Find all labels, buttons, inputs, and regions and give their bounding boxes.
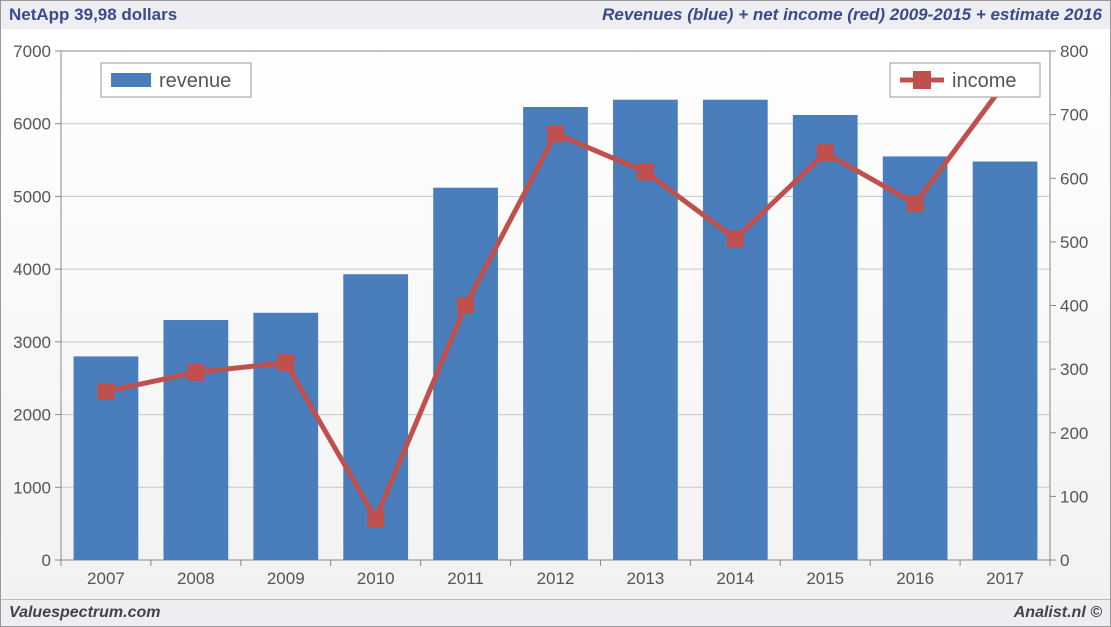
y-right-label: 800 [1060,42,1088,61]
x-category-label: 2017 [986,569,1024,588]
income-marker [368,511,384,527]
footer-right: Analist.nl © [1014,604,1102,622]
y-left-label: 0 [42,551,51,570]
x-category-label: 2008 [177,569,215,588]
income-marker [98,383,114,399]
legend-revenue-swatch [111,73,151,87]
chart-footer: Valuespectrum.com Analist.nl © [1,599,1110,626]
income-marker [188,364,204,380]
plot-area: 0 1000 2000 3000 4000 5000 6000 7000 0 100 200 300 4… [1,29,1110,600]
y-left-label: 7000 [13,42,51,61]
x-category-label: 2010 [357,569,395,588]
x-category-label: 2016 [896,569,934,588]
x-category-label: 2013 [626,569,664,588]
revenue-bar [793,115,858,560]
y-right-label: 700 [1060,106,1088,125]
x-category-label: 2007 [87,569,125,588]
x-category-label: 2011 [447,569,484,588]
income-marker [727,231,743,247]
revenue-bar [703,100,768,560]
revenue-bar [163,320,228,560]
income-marker [278,355,294,371]
y-left-label: 5000 [13,187,51,206]
revenue-bar [883,156,948,560]
income-marker [637,164,653,180]
revenue-bar [973,162,1038,560]
income-marker [907,196,923,212]
chart-header: NetApp 39,98 dollars Revenues (blue) + n… [1,1,1110,30]
y-right-label: 500 [1060,233,1088,252]
x-category-label: 2015 [806,569,844,588]
y-left-label: 1000 [13,478,51,497]
revenue-bar [433,188,498,560]
y-right-label: 400 [1060,297,1088,316]
x-category-label: 2009 [267,569,305,588]
y-right-label: 0 [1060,551,1069,570]
legend-income-label: income [952,70,1016,92]
x-category-label: 2014 [716,569,754,588]
y-right-label: 100 [1060,487,1088,506]
chart-container: NetApp 39,98 dollars Revenues (blue) + n… [0,0,1111,627]
y-right-label: 200 [1060,424,1088,443]
y-right-label: 300 [1060,360,1088,379]
footer-left: Valuespectrum.com [9,604,160,622]
y-left-label: 4000 [13,260,51,279]
income-marker [548,126,564,142]
y-left-label: 2000 [13,406,51,425]
header-title-right: Revenues (blue) + net income (red) 2009-… [602,5,1102,25]
income-marker [458,298,474,314]
header-title-left: NetApp 39,98 dollars [9,5,177,25]
chart-svg: 0 1000 2000 3000 4000 5000 6000 7000 0 100 200 300 4… [1,29,1110,600]
y-left-label: 6000 [13,115,51,134]
legend-income-marker [913,71,931,89]
x-category-label: 2012 [537,569,575,588]
legend-revenue-label: revenue [159,70,231,92]
y-left-label: 3000 [13,333,51,352]
income-marker [817,145,833,161]
revenue-bar [253,313,318,560]
y-right-label: 600 [1060,169,1088,188]
